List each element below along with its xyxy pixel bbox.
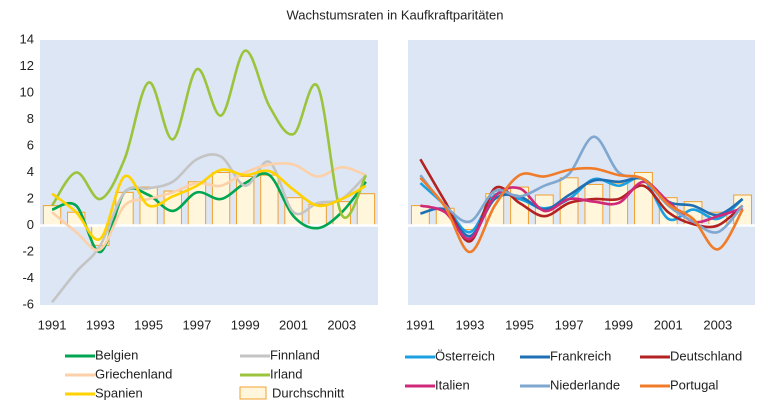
legend-label: Durchschnitt (272, 385, 345, 400)
legend-label: Portugal (670, 377, 719, 392)
chart-title: Wachstumsraten in Kaufkraftparitäten (286, 7, 503, 22)
legend-label: Niederlande (550, 377, 620, 392)
bar (584, 183, 604, 227)
x-tick-label: 1991 (38, 317, 67, 332)
legend-label: Belgien (95, 347, 138, 362)
x-tick-label: 1997 (555, 317, 584, 332)
x-tick-label: 1995 (505, 317, 534, 332)
y-tick-label: -4 (22, 270, 34, 285)
legend-label: Griechenland (95, 366, 172, 381)
plot-area (40, 40, 378, 305)
x-tick-label: 1999 (231, 317, 260, 332)
bar (356, 193, 376, 226)
y-tick-label: 6 (27, 137, 34, 152)
legend-label: Irland (270, 366, 303, 381)
bar (410, 205, 430, 226)
line (51, 162, 367, 252)
y-tick-label: 8 (27, 111, 34, 126)
x-tick-label: 2001 (279, 317, 308, 332)
line (419, 135, 744, 234)
y-tick-label: 14 (20, 31, 34, 46)
y-tick-label: 4 (27, 164, 34, 179)
line (50, 49, 368, 219)
x-tick-label: 1991 (406, 317, 435, 332)
y-tick-label: -6 (22, 296, 34, 311)
y-tick-label: 0 (27, 217, 34, 232)
plot-area (408, 40, 755, 305)
legend-label: Spanien (95, 385, 143, 400)
x-tick-label: 1995 (134, 317, 163, 332)
y-tick-label: 10 (20, 84, 34, 99)
x-tick-label: 2001 (654, 317, 683, 332)
legend-label: Deutschland (670, 348, 742, 363)
x-tick-label: 2003 (327, 317, 356, 332)
x-tick-label: 1997 (182, 317, 211, 332)
x-tick-label: 1993 (456, 317, 485, 332)
y-tick-label: 2 (27, 190, 34, 205)
x-tick-label: 2003 (703, 317, 732, 332)
line (51, 172, 367, 254)
line (51, 168, 367, 241)
legend-swatch (239, 386, 267, 400)
line (419, 166, 744, 254)
x-tick-label: 1993 (86, 317, 115, 332)
y-tick-label: -2 (22, 243, 34, 258)
legend-label: Italien (435, 377, 470, 392)
y-tick-label: 12 (20, 58, 34, 73)
x-tick-label: 1999 (604, 317, 633, 332)
legend-label: Österreich (435, 348, 495, 363)
legend-label: Frankreich (550, 348, 611, 363)
legend-label: Finnland (270, 347, 320, 362)
line (420, 176, 744, 238)
